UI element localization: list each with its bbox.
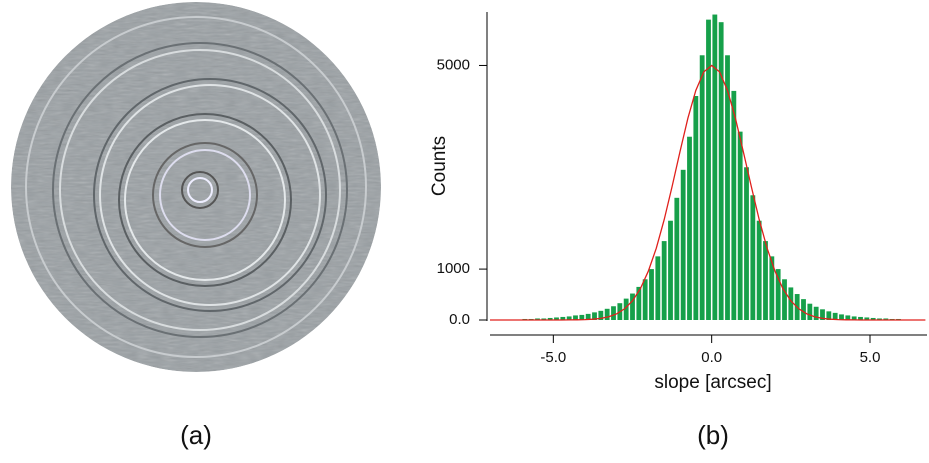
y-tick-label: 1000 <box>437 260 470 277</box>
bar <box>655 256 661 320</box>
bar <box>611 306 616 320</box>
bar <box>560 316 566 320</box>
bar <box>769 256 775 320</box>
bar <box>623 298 629 320</box>
bar <box>731 90 737 320</box>
bar <box>864 317 870 320</box>
bar <box>693 96 699 320</box>
bar <box>541 318 547 320</box>
bar <box>807 303 813 320</box>
x-axis-label: slope [arcsec] <box>654 372 771 393</box>
bar <box>630 293 635 320</box>
bar <box>718 22 724 320</box>
bar <box>573 315 578 320</box>
bar <box>680 169 686 320</box>
bar <box>813 306 819 320</box>
bar <box>744 167 749 320</box>
bar <box>604 308 610 320</box>
bar <box>706 19 711 321</box>
bar <box>554 317 559 320</box>
bar <box>826 311 832 320</box>
bar <box>547 317 553 320</box>
bar <box>579 314 585 320</box>
x-tick-label: -5.0 <box>540 349 566 366</box>
bar <box>801 299 806 320</box>
bar <box>851 316 857 320</box>
bar <box>712 14 718 321</box>
bar <box>782 279 787 320</box>
y-axis-label: Counts <box>429 136 450 196</box>
bar <box>839 314 844 320</box>
y-tick-label: 0.0 <box>449 311 470 328</box>
bar <box>737 131 743 320</box>
bar <box>788 287 794 320</box>
bar <box>756 220 762 320</box>
bar <box>763 241 768 320</box>
bar <box>883 318 889 320</box>
bar <box>649 269 654 320</box>
bar <box>668 220 673 320</box>
fit-curve <box>490 64 926 321</box>
bar <box>877 318 882 320</box>
bar <box>845 315 851 320</box>
bar <box>858 316 863 320</box>
x-tick-label: 0.0 <box>701 349 722 366</box>
bar <box>661 241 667 320</box>
bar <box>566 316 572 320</box>
surface-image <box>11 2 381 372</box>
bar <box>592 312 597 320</box>
bar <box>687 136 692 320</box>
y-tick-label: 5000 <box>437 56 470 73</box>
panel-label: (a) <box>180 420 212 450</box>
bar <box>585 313 591 320</box>
bar <box>870 317 876 320</box>
bar <box>725 55 730 320</box>
bar <box>775 269 781 320</box>
bar <box>642 279 648 320</box>
bar <box>636 286 642 320</box>
bar <box>832 312 838 320</box>
bar <box>674 197 680 320</box>
panel-label: (b) <box>697 420 729 450</box>
bar <box>699 55 705 320</box>
bar <box>750 195 756 320</box>
bar <box>820 309 825 320</box>
bar <box>535 318 540 320</box>
x-tick-label: 5.0 <box>860 349 881 366</box>
bar <box>598 310 604 320</box>
